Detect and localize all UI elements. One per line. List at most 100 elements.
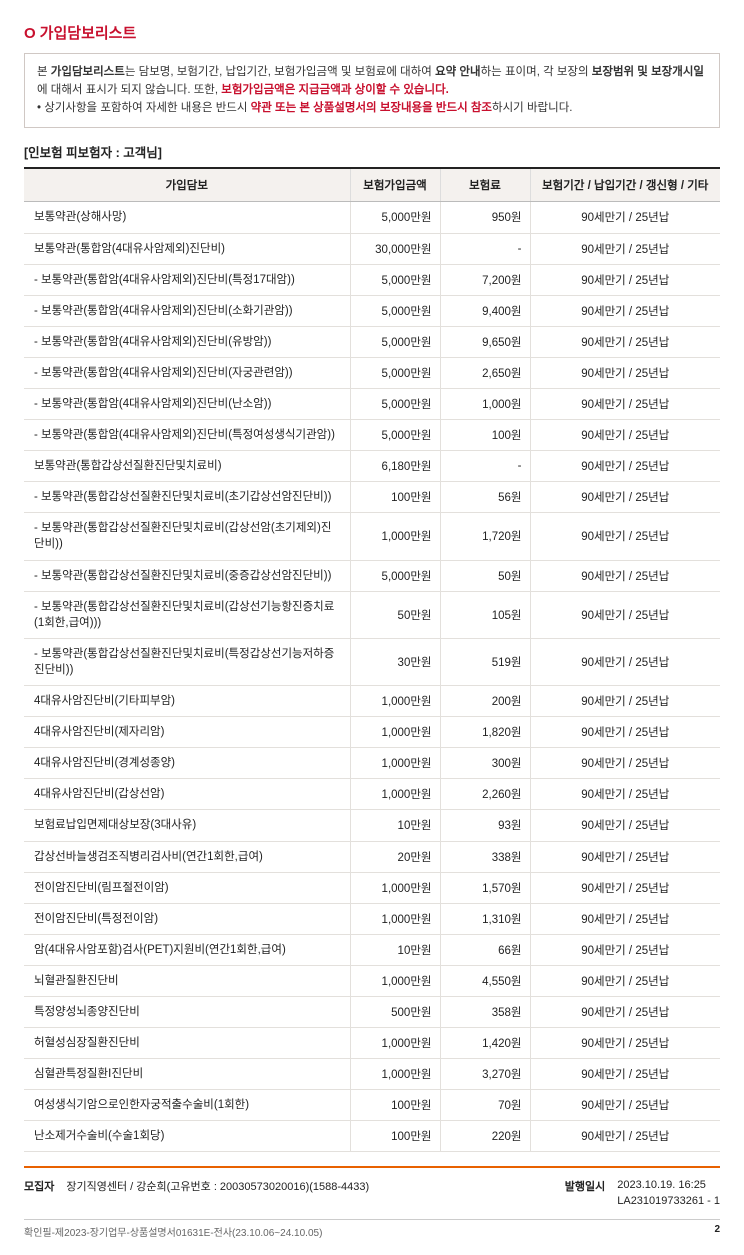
table-header-row: 가입담보 보험가입금액 보험료 보험기간 / 납입기간 / 갱신형 / 기타 (24, 168, 720, 202)
cell-period: 90세만기 / 25년납 (530, 1028, 720, 1059)
cell-premium: 1,000원 (440, 389, 530, 420)
cell-amount: 1,000만원 (350, 686, 440, 717)
cell-name: - 보통약관(통합암(4대유사암제외)진단비(유방암)) (24, 326, 350, 357)
recruiter-label: 모집자 (24, 1178, 54, 1194)
cell-period: 90세만기 / 25년납 (530, 748, 720, 779)
cell-premium: 56원 (440, 482, 530, 513)
col-header-period: 보험기간 / 납입기간 / 갱신형 / 기타 (530, 168, 720, 202)
cell-premium: - (440, 233, 530, 264)
cell-premium: 93원 (440, 810, 530, 841)
cell-name: - 보통약관(통합갑상선질환진단및치료비(중증갑상선암진단비)) (24, 560, 350, 591)
title-text: 가입담보리스트 (40, 25, 137, 42)
cell-premium: 66원 (440, 934, 530, 965)
intro-text: 상기사항을 포함하여 자세한 내용은 반드시 (44, 102, 250, 114)
cell-name: - 보통약관(통합갑상선질환진단및치료비(갑상선기능항진증치료(1회한,급여))… (24, 591, 350, 638)
cell-premium: 3,270원 (440, 1059, 530, 1090)
cell-premium: - (440, 451, 530, 482)
cell-premium: 9,400원 (440, 295, 530, 326)
cell-premium: 1,310원 (440, 903, 530, 934)
cell-amount: 1,000만원 (350, 748, 440, 779)
cell-premium: 950원 (440, 202, 530, 233)
cell-period: 90세만기 / 25년납 (530, 264, 720, 295)
table-row: - 보통약관(통합갑상선질환진단및치료비(초기갑상선암진단비))100만원56원… (24, 482, 720, 513)
cell-amount: 50만원 (350, 591, 440, 638)
sub-heading: [인보험 피보험자 : 고객님] (24, 142, 720, 161)
cell-name: - 보통약관(통합암(4대유사암제외)진단비(특정17대암)) (24, 264, 350, 295)
intro-red: 보험가입금액은 지급금액과 상이할 수 있습니다. (221, 84, 449, 96)
cell-name: 특정양성뇌종양진단비 (24, 996, 350, 1027)
cell-name: 보험료납입면제대상보장(3대사유) (24, 810, 350, 841)
cell-amount: 1,000만원 (350, 965, 440, 996)
intro-box: 본 가입담보리스트는 담보명, 보험기간, 납입기간, 보험가입금액 및 보험료… (24, 53, 720, 128)
issued-label: 발행일시 (565, 1178, 605, 1194)
table-row: - 보통약관(통합암(4대유사암제외)진단비(소화기관암))5,000만원9,4… (24, 295, 720, 326)
table-row: 보통약관(상해사망)5,000만원950원90세만기 / 25년납 (24, 202, 720, 233)
section-title: O가입담보리스트 (24, 22, 720, 43)
cell-amount: 1,000만원 (350, 1028, 440, 1059)
cell-period: 90세만기 / 25년납 (530, 451, 720, 482)
cell-amount: 1,000만원 (350, 513, 440, 560)
cell-premium: 105원 (440, 591, 530, 638)
intro-red: 약관 또는 본 상품설명서의 보장내용을 반드시 참조 (251, 102, 492, 114)
doc-foot-left: 확인필-제2023-장기업무-상품설명서01631E-전사(23.10.06~2… (24, 1224, 322, 1239)
cell-premium: 300원 (440, 748, 530, 779)
issued-line-1: 2023.10.19. 16:25 (617, 1179, 706, 1191)
cell-period: 90세만기 / 25년납 (530, 1059, 720, 1090)
table-row: 4대유사암진단비(기타피부암)1,000만원200원90세만기 / 25년납 (24, 686, 720, 717)
cell-period: 90세만기 / 25년납 (530, 482, 720, 513)
cell-premium: 9,650원 (440, 326, 530, 357)
cell-premium: 519원 (440, 638, 530, 685)
intro-bold: 보장범위 및 보장개시일 (592, 66, 704, 78)
cell-name: 암(4대유사암포함)검사(PET)지원비(연간1회한,급여) (24, 934, 350, 965)
cell-amount: 6,180만원 (350, 451, 440, 482)
cell-name: 4대유사암진단비(경계성종양) (24, 748, 350, 779)
cell-name: 전이암진단비(림프절전이암) (24, 872, 350, 903)
cell-name: - 보통약관(통합암(4대유사암제외)진단비(난소암)) (24, 389, 350, 420)
cell-premium: 1,420원 (440, 1028, 530, 1059)
cell-period: 90세만기 / 25년납 (530, 841, 720, 872)
footer-right: 발행일시 2023.10.19. 16:25 LA231019733261 - … (565, 1178, 720, 1209)
table-row: 보통약관(통합암(4대유사암제외)진단비)30,000만원-90세만기 / 25… (24, 233, 720, 264)
cell-name: - 보통약관(통합암(4대유사암제외)진단비(소화기관암)) (24, 295, 350, 326)
col-header-amount: 보험가입금액 (350, 168, 440, 202)
cell-period: 90세만기 / 25년납 (530, 1121, 720, 1152)
intro-bold: 가입담보리스트 (51, 66, 125, 78)
cell-premium: 4,550원 (440, 965, 530, 996)
cell-amount: 10만원 (350, 810, 440, 841)
table-row: 특정양성뇌종양진단비500만원358원90세만기 / 25년납 (24, 996, 720, 1027)
cell-period: 90세만기 / 25년납 (530, 326, 720, 357)
cell-name: 보통약관(통합갑상선질환진단및치료비) (24, 451, 350, 482)
cell-period: 90세만기 / 25년납 (530, 903, 720, 934)
intro-line-1: 본 가입담보리스트는 담보명, 보험기간, 납입기간, 보험가입금액 및 보험료… (37, 64, 707, 100)
table-row: 난소제거수술비(수술1회당)100만원220원90세만기 / 25년납 (24, 1121, 720, 1152)
table-row: 4대유사암진단비(경계성종양)1,000만원300원90세만기 / 25년납 (24, 748, 720, 779)
cell-amount: 10만원 (350, 934, 440, 965)
table-row: - 보통약관(통합암(4대유사암제외)진단비(난소암))5,000만원1,000… (24, 389, 720, 420)
table-row: 뇌혈관질환진단비1,000만원4,550원90세만기 / 25년납 (24, 965, 720, 996)
table-row: 4대유사암진단비(제자리암)1,000만원1,820원90세만기 / 25년납 (24, 717, 720, 748)
cell-name: 4대유사암진단비(기타피부암) (24, 686, 350, 717)
intro-text: 는 담보명, 보험기간, 납입기간, 보험가입금액 및 보험료에 대하여 (125, 66, 435, 78)
cell-amount: 5,000만원 (350, 202, 440, 233)
cell-amount: 30만원 (350, 638, 440, 685)
cell-premium: 2,260원 (440, 779, 530, 810)
table-row: - 보통약관(통합갑상선질환진단및치료비(중증갑상선암진단비))5,000만원5… (24, 560, 720, 591)
cell-premium: 100원 (440, 420, 530, 451)
cell-period: 90세만기 / 25년납 (530, 295, 720, 326)
cell-amount: 5,000만원 (350, 326, 440, 357)
cell-amount: 30,000만원 (350, 233, 440, 264)
cell-premium: 338원 (440, 841, 530, 872)
cell-period: 90세만기 / 25년납 (530, 202, 720, 233)
cell-period: 90세만기 / 25년납 (530, 420, 720, 451)
cell-name: 심혈관특정질환Ⅰ진단비 (24, 1059, 350, 1090)
cell-period: 90세만기 / 25년납 (530, 965, 720, 996)
cell-premium: 200원 (440, 686, 530, 717)
coverage-table: 가입담보 보험가입금액 보험료 보험기간 / 납입기간 / 갱신형 / 기타 보… (24, 167, 720, 1152)
cell-name: 여성생식기암으로인한자궁적출수술비(1회한) (24, 1090, 350, 1121)
intro-bold: 요약 안내 (435, 66, 481, 78)
cell-period: 90세만기 / 25년납 (530, 779, 720, 810)
intro-text: 하는 표이며, 각 보장의 (481, 66, 592, 78)
cell-name: - 보통약관(통합갑상선질환진단및치료비(초기갑상선암진단비)) (24, 482, 350, 513)
cell-amount: 500만원 (350, 996, 440, 1027)
cell-period: 90세만기 / 25년납 (530, 638, 720, 685)
